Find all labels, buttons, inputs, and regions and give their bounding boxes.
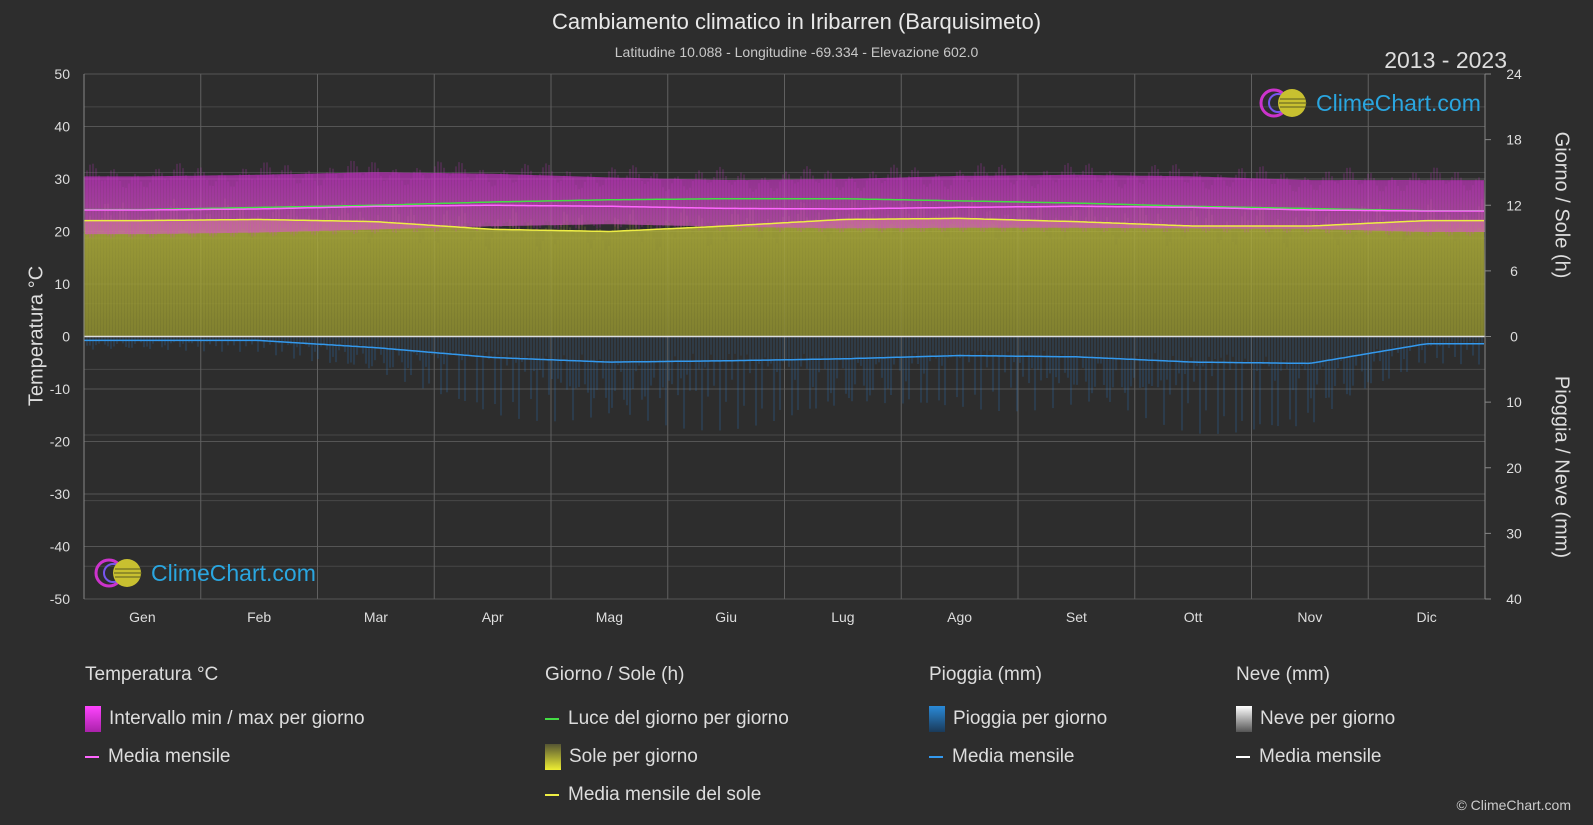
legend-label: Media mensile del sole <box>568 784 762 805</box>
y-left-tick-label: -10 <box>50 381 70 397</box>
x-tick-label: Lug <box>831 609 854 625</box>
x-tick-label: Nov <box>1297 609 1322 625</box>
logo-top: ClimeChart.com <box>1258 86 1481 120</box>
x-tick-label: Mag <box>596 609 623 625</box>
chart-title: Cambiamento climatico in Iribarren (Barq… <box>551 9 1042 34</box>
rain-mean-line <box>84 339 1484 365</box>
legend-swatch <box>545 718 559 720</box>
daylight-line <box>84 197 1484 212</box>
copyright: © ClimeChart.com <box>1456 797 1571 813</box>
plot-area <box>83 160 1485 434</box>
x-tick-label: Feb <box>247 609 271 625</box>
legend-item-rain-mean: Media mensile <box>929 738 1107 776</box>
x-tick-label: Ott <box>1184 609 1203 625</box>
chart-subtitle: Latitudine 10.088 - Longitudine -69.334 … <box>614 44 979 60</box>
legend-item-temp-range: Intervallo min / max per giorno <box>85 700 365 738</box>
legend-label: Media mensile <box>952 746 1075 767</box>
y-left-tick-label: -40 <box>50 539 70 555</box>
x-tick-label: Ago <box>947 609 972 625</box>
legend-item-snow-daily: Neve per giorno <box>1236 700 1395 738</box>
legend-swatch <box>1236 706 1252 732</box>
x-tick-label: Giu <box>715 609 737 625</box>
legend-rain: Pioggia (mm) Pioggia per giorno Media me… <box>929 664 1107 776</box>
x-tick-label: Dic <box>1417 609 1437 625</box>
y-right-top-tick-label: 0 <box>1510 329 1518 345</box>
legend-swatch <box>85 756 99 758</box>
legend-label: Luce del giorno per giorno <box>568 708 789 729</box>
legend-header: Giorno / Sole (h) <box>545 664 685 685</box>
y-right-top-tick-label: 12 <box>1506 197 1522 213</box>
legend-header: Pioggia (mm) <box>929 664 1042 685</box>
legend-label: Sole per giorno <box>569 746 698 767</box>
legend-item-rain-daily: Pioggia per giorno <box>929 700 1107 738</box>
y-left-tick-label: 40 <box>54 119 70 135</box>
logo-text: ClimeChart.com <box>151 559 316 586</box>
x-tick-label: Apr <box>482 609 504 625</box>
y-left-tick-label: 20 <box>54 224 70 240</box>
temperature-mean-line <box>84 204 1484 212</box>
y-right-bottom-tick-label: 30 <box>1506 525 1522 541</box>
legend-label: Media mensile <box>108 746 231 767</box>
legend-item-daylight: Luce del giorno per giorno <box>545 700 789 738</box>
temperature-range-area <box>84 172 1485 235</box>
logo-icon <box>94 558 142 588</box>
y-left-tick-label: -20 <box>50 434 70 450</box>
legend-item-temp-mean: Media mensile <box>85 738 365 776</box>
legend-label: Media mensile <box>1259 746 1382 767</box>
y-left-tick-label: -50 <box>50 591 70 607</box>
y-left-tick-label: 0 <box>62 329 70 345</box>
year-range: 2013 - 2023 <box>1384 47 1507 73</box>
legend-swatch <box>929 706 945 732</box>
y-right-bottom-tick-label: 20 <box>1506 460 1522 476</box>
legend-swatch <box>1236 756 1250 758</box>
sunshine-area <box>84 218 1485 337</box>
x-tick-label: Gen <box>129 609 155 625</box>
y-left-tick-label: 30 <box>54 171 70 187</box>
x-tick-label: Mar <box>364 609 388 625</box>
legend-swatch <box>545 794 559 796</box>
y-right-bottom-tick-label: 40 <box>1506 591 1522 607</box>
legend-snow: Neve (mm) Neve per giorno Media mensile <box>1236 664 1395 776</box>
y-axis-right-bottom-title: Pioggia / Neve (mm) <box>1550 375 1573 559</box>
y-right-top-tick-label: 24 <box>1506 66 1522 82</box>
logo-bottom: ClimeChart.com <box>93 556 316 590</box>
legend-swatch <box>545 744 561 770</box>
legend-label: Pioggia per giorno <box>953 708 1108 729</box>
legend-header: Neve (mm) <box>1236 664 1330 685</box>
logo-icon <box>1259 88 1307 118</box>
legend-swatch <box>85 706 101 732</box>
legend-item-sunshine: Sole per giorno <box>545 738 789 776</box>
y-left-tick-label: 50 <box>54 66 70 82</box>
legend-temperature: Temperatura °C Intervallo min / max per … <box>85 664 365 776</box>
logo-text: ClimeChart.com <box>1316 89 1481 116</box>
axes: 50 40 30 20 10 0 -10 -20 -30 -40 -50 24 18 12 6 0 10 20 30… <box>50 66 1522 625</box>
legend-day-sun: Giorno / Sole (h) Luce del giorno per gi… <box>545 664 789 814</box>
y-left-tick-label: -30 <box>50 486 70 502</box>
y-axis-right-top-title: Giorno / Sole (h) <box>1550 131 1573 279</box>
y-right-bottom-tick-label: 10 <box>1506 394 1522 410</box>
legend-swatch <box>929 756 943 758</box>
legend-item-snow-mean: Media mensile <box>1236 738 1395 776</box>
legend-item-sun-mean: Media mensile del sole <box>545 776 789 814</box>
legend-header: Temperatura °C <box>85 664 219 685</box>
y-left-tick-label: 10 <box>54 276 70 292</box>
y-right-top-tick-label: 18 <box>1506 132 1522 148</box>
legend-label: Neve per giorno <box>1260 708 1396 729</box>
y-axis-left-title: Temperatura °C <box>25 265 48 407</box>
x-tick-label: Set <box>1066 609 1087 625</box>
legend-label: Intervallo min / max per giorno <box>109 708 365 729</box>
sunshine-mean-line <box>84 217 1484 233</box>
y-right-top-tick-label: 6 <box>1510 263 1518 279</box>
